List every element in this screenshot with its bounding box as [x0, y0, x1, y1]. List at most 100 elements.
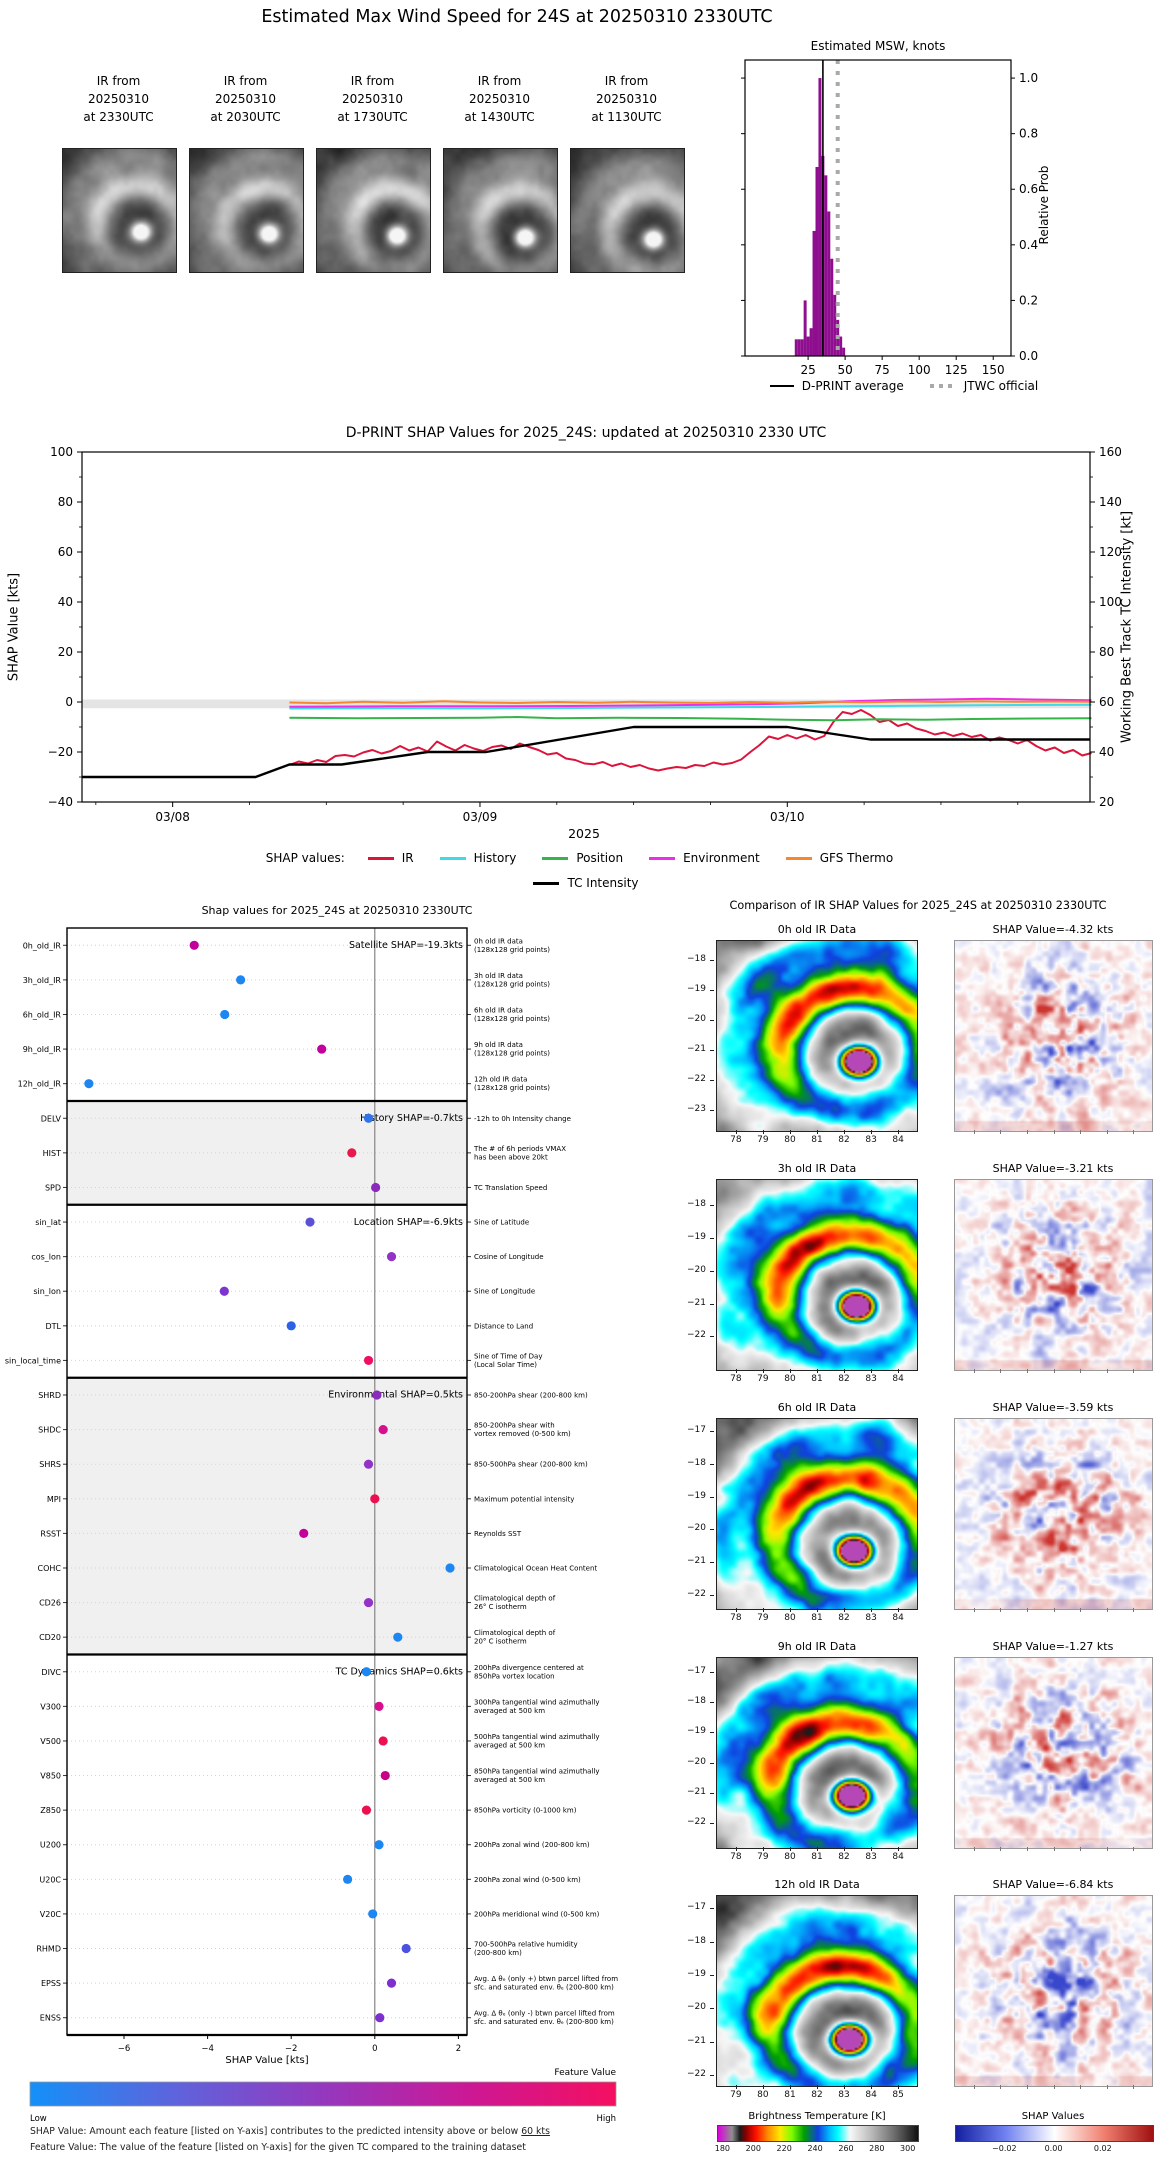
legend-item-position: Position: [542, 851, 623, 865]
feature-value-colorbar: [29, 2081, 617, 2107]
shap-timeseries-panel: D-PRINT SHAP Values for 2025_24S: update…: [48, 425, 1122, 824]
lon-tick-mark: [898, 1130, 900, 1134]
feature-desc: Climatological depth of: [474, 1595, 556, 1603]
shap-row-title: SHAP Value=-3.59 kts: [992, 1401, 1114, 1414]
lon-tick-mark: [871, 1369, 873, 1373]
shap-dot-DELV: [363, 1113, 374, 1123]
lat-tick-label: −22: [687, 1074, 706, 1085]
feature-desc: (Local Solar Time): [474, 1361, 537, 1369]
ir-caption-line: 20250310: [341, 92, 404, 106]
timeseries-right-ytick-label: 80: [1099, 645, 1114, 659]
feature-desc: has been above 20kt: [474, 1153, 548, 1161]
feature-desc: 700-500hPa relative humidity: [474, 1941, 578, 1949]
shap-dot-sin_lat: [305, 1217, 315, 1227]
series-line-position: [289, 716, 1092, 722]
lat-tick-mark: [710, 989, 714, 991]
lon-tick-mark: [871, 1847, 873, 1851]
legend-swatch: [785, 856, 812, 860]
timeseries-right-ytick-label: 100: [1099, 595, 1122, 609]
dprint-average-swatch: [769, 385, 794, 387]
feature-desc: 3h old IR data: [474, 972, 523, 980]
lon-tick-label: 79: [757, 1135, 769, 1145]
lon-tick-mark: [817, 1847, 818, 1851]
lon-tick-mark: [817, 1608, 818, 1612]
lat-tick-mark: [710, 1562, 714, 1564]
feature-label-sin_lon: sin_lon: [33, 1287, 61, 1296]
histogram-xtick-label: 75: [875, 363, 890, 377]
shap-dot-RHMD: [401, 1943, 411, 1954]
histogram-ytick-label: 0.4: [1019, 238, 1038, 252]
histogram-bar: [839, 336, 843, 356]
feature-desc: sfc. and saturated env. θₑ (200-800 km): [474, 1984, 614, 1992]
bt-colorbar-tick: 260: [838, 2144, 854, 2153]
lat-tick-label: −23: [687, 1104, 706, 1115]
lon-tick-mark: [817, 1130, 818, 1134]
lat-tick-label: −20: [687, 1013, 706, 1024]
histogram-xtick-label: 150: [982, 363, 1005, 377]
legend-label: GFS Thermo: [819, 851, 894, 865]
legend-item-dprint-average: D-PRINT average: [769, 379, 904, 393]
lon-tick-label: 83: [865, 1374, 877, 1384]
dotplot-xtick-label: −4: [201, 2044, 214, 2054]
lon-tick-label: 84: [892, 1135, 904, 1145]
lat-tick-mark: [710, 1303, 714, 1305]
lon-tick-mark: [790, 1847, 791, 1851]
timeseries-legend-row2: TC Intensity: [82, 876, 1090, 890]
lat-tick-mark: [710, 1463, 714, 1465]
shap-row-title: SHAP Value=-4.32 kts: [992, 923, 1114, 936]
shap-dot-cos_lon: [386, 1252, 397, 1262]
shap-tick-mark: [1133, 1130, 1135, 1134]
shap-tick-mark: [973, 1130, 975, 1134]
feature-desc: sfc. and saturated env. θₑ (200-800 km): [474, 2018, 614, 2026]
ir-caption-line: 20250310: [468, 92, 531, 106]
shap-tick-mark: [1053, 1130, 1055, 1134]
feature-desc: Avg. Δ θₑ (only +) btwn parcel lifted fr…: [474, 1975, 618, 1983]
shap-tick-mark: [1000, 1130, 1002, 1134]
feature-desc: 850hPa vorticity (0-1000 km): [474, 1807, 577, 1815]
feature-desc: The # of 6h periods VMAX: [473, 1145, 566, 1153]
bt-colorbar-tick: 280: [869, 2144, 885, 2153]
histogram-legend: D-PRINT average JTWC official: [640, 379, 1168, 393]
bt-colorbar-tick: 220: [776, 2144, 792, 2153]
ir-data-image: [716, 1657, 918, 1849]
shap-dot-MPI: [370, 1494, 380, 1504]
lon-tick-label: 78: [730, 1613, 742, 1623]
shap-colorbar-tick: −0.02: [992, 2144, 1017, 2153]
section-header-history: History SHAP=-0.7kts: [360, 1113, 463, 1124]
shap-tick-mark: [973, 2085, 975, 2089]
lon-tick-mark: [735, 1369, 737, 1373]
feature-desc: Sine of Latitude: [474, 1219, 529, 1227]
histogram-bar: [809, 328, 813, 356]
shap-tick-mark: [1000, 1608, 1002, 1612]
timeseries-right-ytick-label: 60: [1099, 695, 1114, 709]
lat-tick-label: −18: [687, 1696, 706, 1707]
feature-label-V300: V300: [40, 1702, 61, 1711]
ir-row-title: 9h old IR Data: [777, 1640, 857, 1653]
timeseries-ylabel-right: Working Best Track TC Intensity [kt]: [1119, 510, 1135, 744]
feature-label-3h_old_IR: 3h_old_IR: [23, 976, 62, 985]
feature-label-Z850: Z850: [40, 1806, 61, 1815]
dotplot-frame: [66, 927, 468, 2036]
lat-tick-label: −20: [687, 1523, 706, 1534]
timeseries-right-ytick-label: 120: [1099, 545, 1122, 559]
footnote-60kts-underline: 60 kts: [521, 2126, 550, 2137]
shap-tick-mark: [1000, 2085, 1002, 2089]
histogram-title: Estimated MSW, knots: [811, 39, 946, 53]
lon-tick-mark: [844, 1130, 845, 1134]
feature-label-0h_old_IR: 0h_old_IR: [23, 941, 62, 950]
lat-tick-label: −21: [687, 2035, 706, 2046]
legend-swatch: [542, 856, 569, 860]
timeseries-frame: [81, 451, 1091, 803]
lon-tick-mark: [790, 1130, 791, 1134]
lat-tick-label: −17: [687, 1425, 706, 1436]
ir-data-image: [716, 940, 918, 1132]
lon-tick-mark: [762, 1847, 764, 1851]
lon-tick-mark: [898, 2085, 900, 2089]
ir-caption-line: IR from: [223, 74, 268, 88]
feature-desc: (128x128 grid points): [474, 1084, 550, 1092]
feature-label-DIVC: DIVC: [41, 1668, 61, 1677]
shap-dot-SHDC: [378, 1425, 388, 1435]
feature-desc: 200hPa divergence centered at: [474, 1664, 584, 1672]
feature-desc: Sine of Time of Day: [474, 1352, 542, 1360]
feature-label-V500: V500: [40, 1737, 61, 1746]
